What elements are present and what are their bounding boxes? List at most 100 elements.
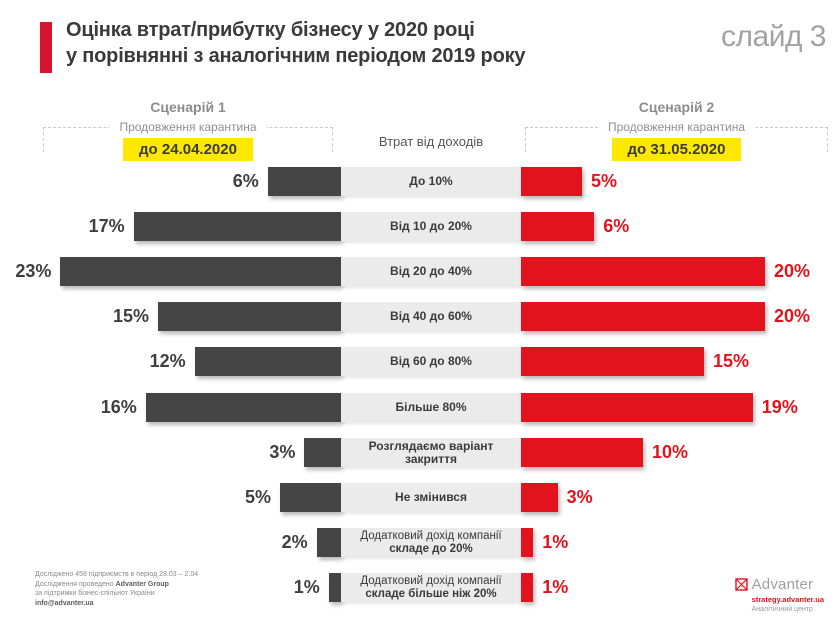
category-label: Більше 80% [395,400,467,414]
scenario2-subtitle: Продовження карантина [597,120,756,134]
scenario2-bar [521,528,534,557]
scenario2-value-label: 10% [652,442,689,462]
scenario1-subtitle: Продовження карантина [109,120,267,134]
slide-number: слайд 3 [721,20,826,53]
category-label: Не змінився [395,490,467,504]
scenario2-value-label: 15% [713,351,750,371]
scenario2-value-label: 19% [761,397,798,417]
footer-note: Досліджено 458 підприємств в період 28.0… [35,570,198,608]
category-label: складе більше ніж 20% [365,587,497,600]
scenario2-bar [521,167,582,196]
scenario1-value-label: 15% [112,306,149,326]
category-label: Від 20 до 40% [390,264,472,278]
scenario1-bar [267,167,341,196]
scenario1-bar [60,257,341,286]
category-label: Додатковий дохід компанії [360,574,502,587]
scenario1-bar [194,347,341,376]
footer-note-line1: Досліджено 458 підприємств в період 28.0… [35,571,199,578]
scenario1-bar [280,483,341,512]
scenario1-value-label: 12% [149,351,186,371]
footer-note-email: info@advanter.ua [35,599,94,607]
scenario1-value-label: 3% [269,442,296,462]
scenario2-bar [521,438,643,467]
scenario1-value-label: 2% [281,532,308,552]
scenario2-bar [521,483,558,512]
scenario2-value-label: 1% [542,577,569,597]
scenario1-bar [158,302,341,331]
page-title-line1: Оцінка втрат/прибутку бізнесу у 2020 роц… [66,19,475,41]
chart-row: 3% Розглядаємо варіант закриття 10% [0,438,834,467]
chart-row: 2% Додатковий дохід компанії складе до 20%… [0,528,834,557]
chart-row: 12% Від 60 до 80% 15% [0,347,834,376]
footer-note-line2: Дослідження проведено Advanter Group [35,580,169,588]
chart-row: 17% Від 10 до 20% 6% [0,212,834,241]
chart-row: 23% Від 20 до 40% 20% [0,257,834,286]
page-title-line2: у порівнянні з аналогічним періодом 2019… [66,45,526,67]
scenario2-value-label: 5% [591,171,618,191]
category-label: Від 40 до 60% [390,309,472,323]
category-label: Розглядаємо варіант закриття [368,438,494,466]
scenario1-value-label: 23% [15,261,52,281]
scenario2-value-label: 1% [542,532,569,552]
page-title: Оцінка втрат/прибутку бізнесу у 2020 роц… [66,17,526,69]
scenario1-bar [316,528,341,557]
advanter-logo-icon [734,578,748,591]
category-label: Від 60 до 80% [390,354,472,368]
brand-link: strategy.advanter.ua [751,595,824,604]
brand-name: Advanter [751,576,814,593]
scenario1-bar [328,573,341,602]
scenario1-dashed-box: Продовження карантина [43,120,333,152]
category-strip: Додатковий дохід компанії складе до 20% [341,528,521,557]
category-strip: Від 20 до 40% [341,257,521,286]
scenario1-value-label: 5% [244,487,271,507]
center-axis-header: Втрат від доходів [378,134,484,149]
scenario2-value-label: 20% [774,261,811,281]
chart-row: 15% Від 40 до 60% 20% [0,302,834,331]
category-label: складе до 20% [389,542,473,555]
scenario2-value-label: 3% [566,487,593,507]
scenario2-header: Сценарій 2 Продовження карантина до 31.0… [525,99,828,169]
scenario2-value-label: 6% [603,216,630,236]
scenario2-bar [521,212,595,241]
chart-rows: 6% До 10% 5% 17% Від 10 до 20% 6% 23% Від 20 до… [0,167,834,607]
title-accent-bar [40,22,52,73]
scenario2-bar [521,347,704,376]
category-strip: Від 40 до 60% [341,302,521,331]
scenario1-bar [304,438,341,467]
category-strip: Від 60 до 80% [341,347,521,376]
chart-row: 6% До 10% 5% [0,167,834,196]
category-strip: Більше 80% [341,393,521,422]
scenario2-dashed-box: Продовження карантина [525,120,828,152]
scenario1-value-label: 16% [100,397,137,417]
scenario1-bar [145,393,341,422]
category-strip: До 10% [341,167,521,196]
scenario1-value-label: 17% [88,216,125,236]
scenario1-date-highlight: до 24.04.2020 [123,138,253,161]
category-strip: Не змінився [341,483,521,512]
scenario2-bar [521,393,753,422]
footer-note-line3: за підтримки бізнес-спільнот України [35,590,155,597]
scenario2-bar [521,573,534,602]
chart-row: 16% Більше 80% 19% [0,393,834,422]
scenario2-value-label: 20% [774,306,811,326]
scenario1-value-label: 6% [232,171,259,191]
brand-block: Advanter strategy.advanter.ua Аналітични… [734,576,824,613]
category-label: До 10% [409,174,453,188]
chart-row: 5% Не змінився 3% [0,483,834,512]
chart-row: 1% Додатковий дохід компанії складе більше… [0,573,834,602]
scenario1-header: Сценарій 1 Продовження карантина до 24.0… [43,99,333,169]
scenario1-value-label: 1% [293,577,320,597]
brand-subtitle: Аналітичний центр [751,606,813,613]
scenario1-name: Сценарій 1 [150,99,226,115]
category-strip: Розглядаємо варіант закриття [341,438,521,467]
category-strip: Від 10 до 20% [341,212,521,241]
scenario1-bar [133,212,341,241]
scenario2-bar [521,302,765,331]
scenario2-bar [521,257,765,286]
category-strip: Додатковий дохід компанії складе більше н… [341,573,521,602]
scenario2-date-highlight: до 31.05.2020 [611,138,742,161]
category-label: Від 10 до 20% [390,219,472,233]
category-label: Додатковий дохід компанії [360,529,502,542]
scenario2-name: Сценарій 2 [638,99,715,115]
